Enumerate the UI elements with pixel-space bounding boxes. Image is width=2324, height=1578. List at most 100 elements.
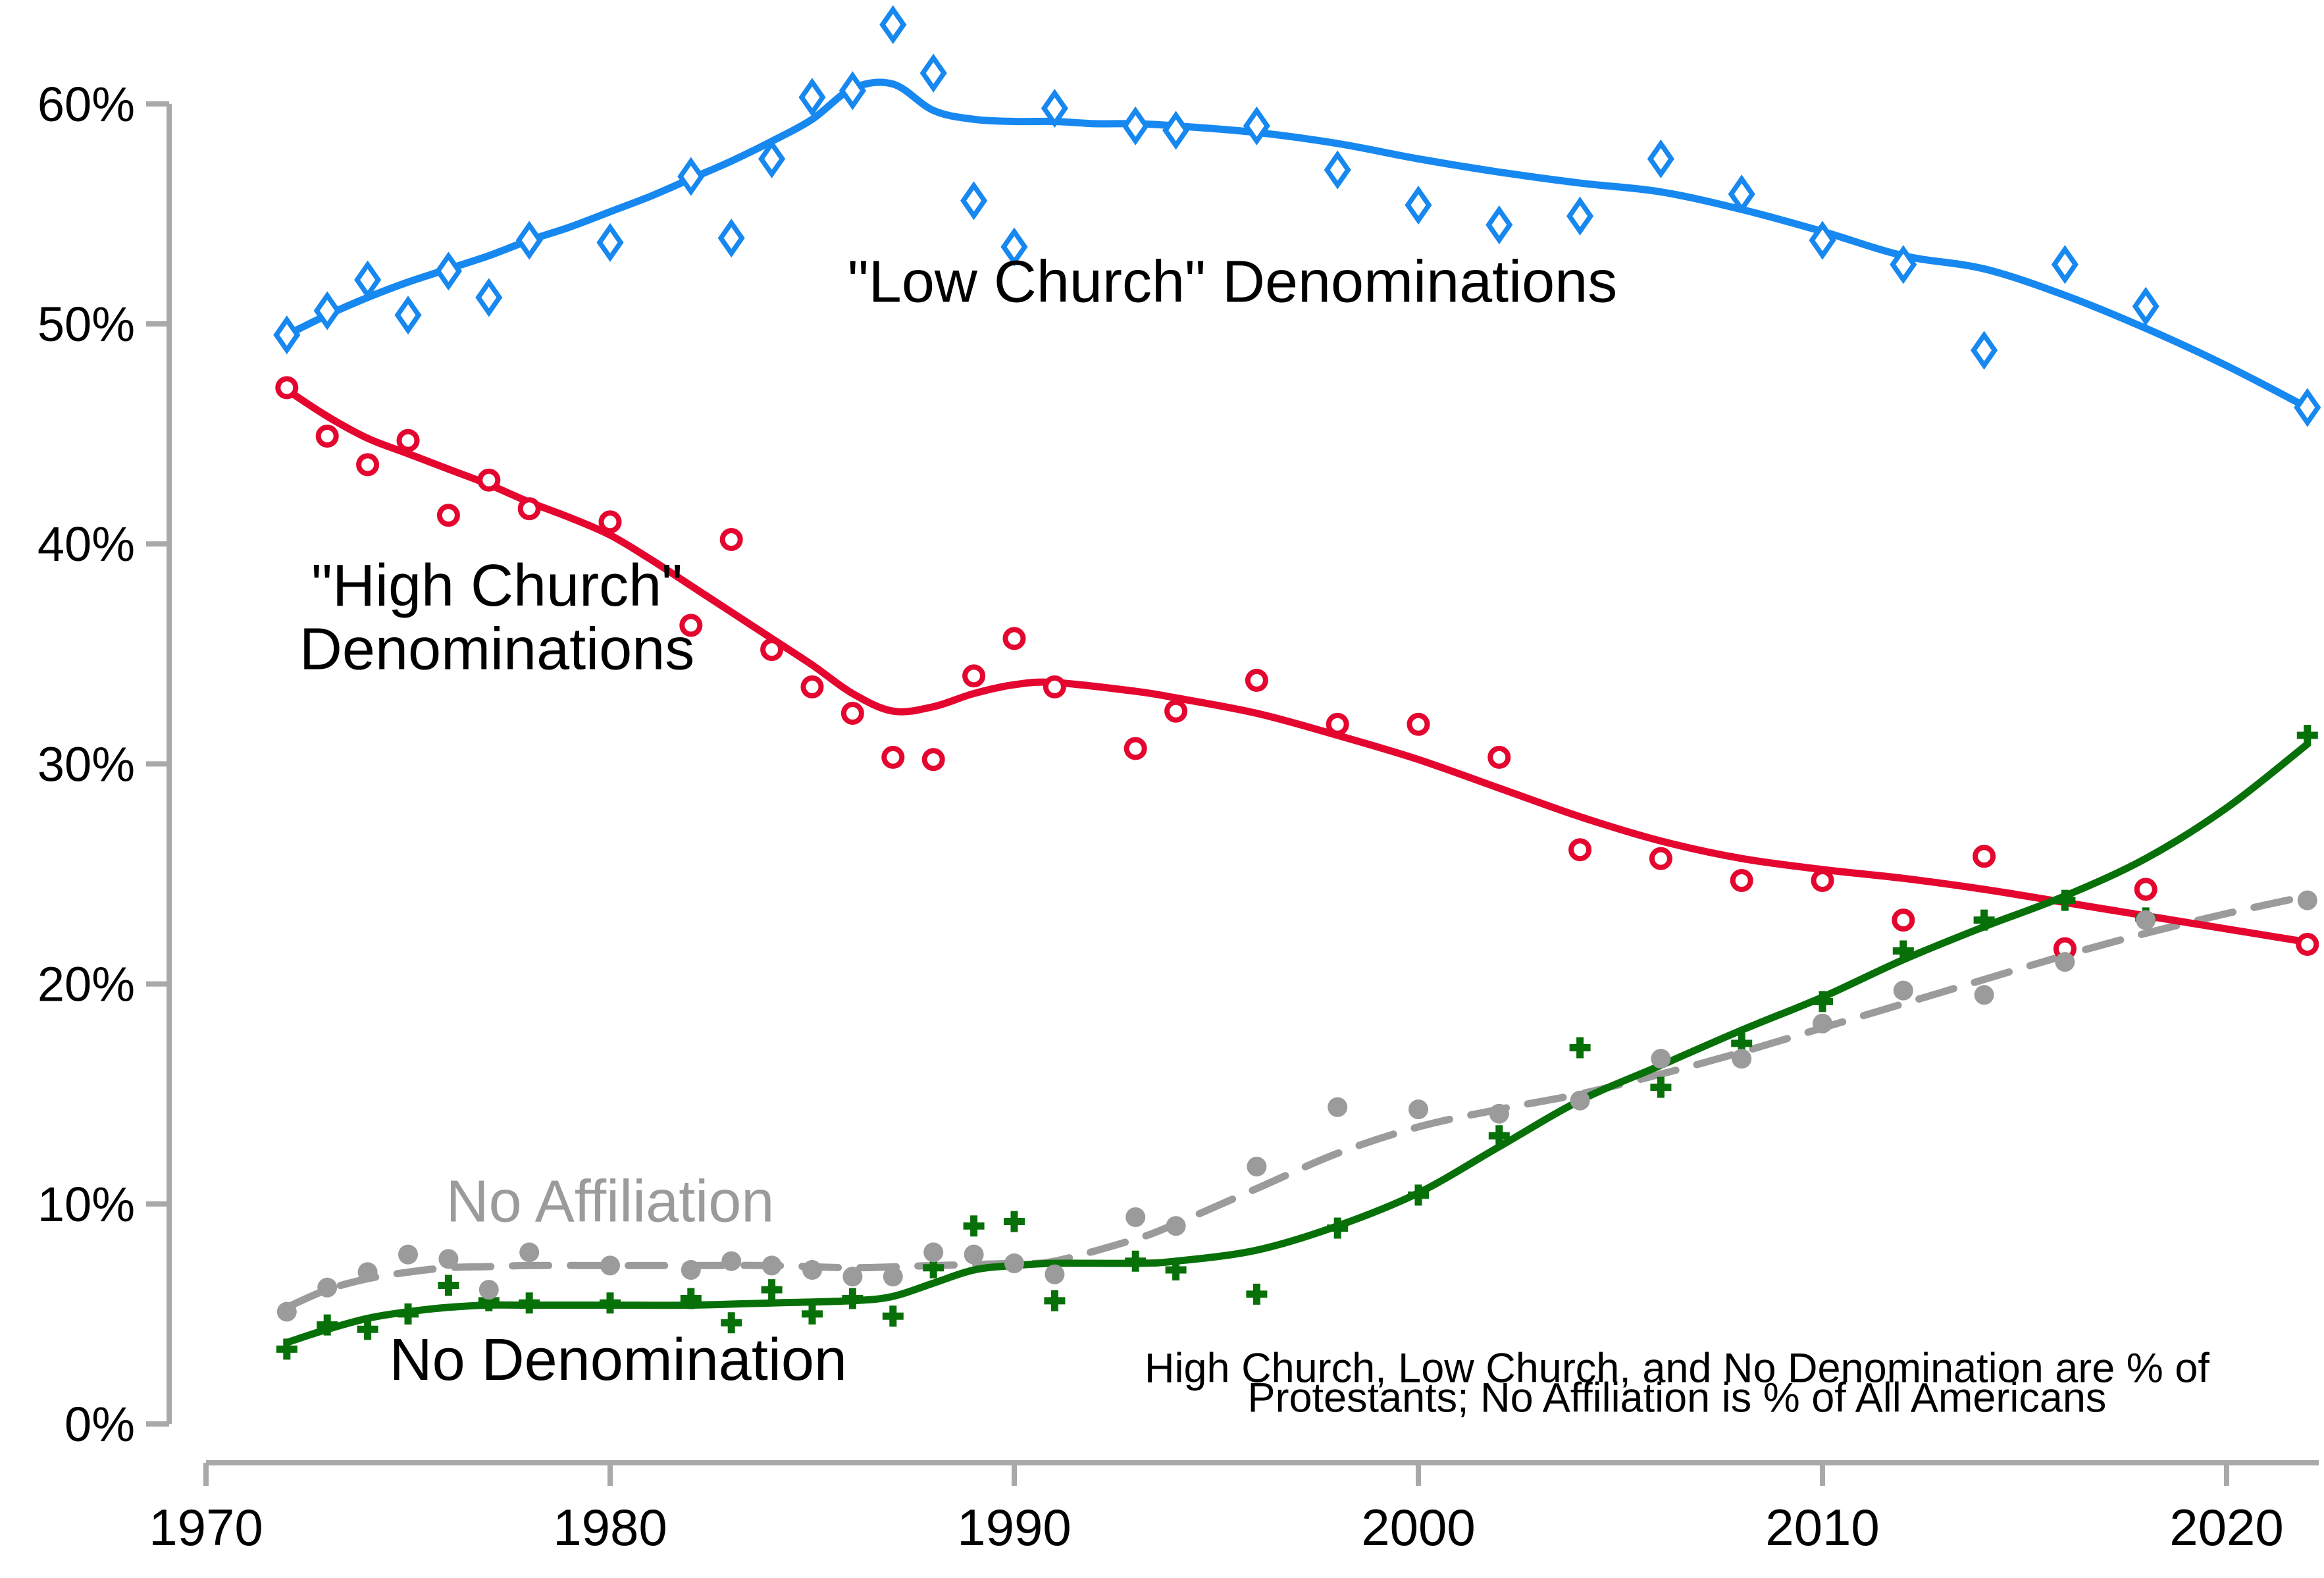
marker-high-church-denominations-2022 (2296, 932, 2319, 956)
marker-no-affiliation-1996 (1247, 1156, 1267, 1176)
marker-low-church-denominations-1974 (354, 260, 382, 300)
marker-low-church-denominations-2008 (1728, 174, 1755, 214)
x-tick-label-2000: 2000 (1361, 1498, 1476, 1556)
marker-no-denomination-1980 (600, 1292, 621, 1314)
marker-no-denomination-1990 (1004, 1211, 1025, 1232)
marker-low-church-denominations-2000 (1405, 185, 1432, 225)
marker-high-church-denominations-1984 (760, 638, 784, 662)
marker-high-church-denominations-1976 (436, 504, 460, 527)
marker-high-church-denominations-1975 (396, 429, 420, 452)
marker-low-church-denominations-2010 (1809, 221, 1836, 260)
y-tick-label-10: 10% (38, 1177, 135, 1232)
marker-high-church-denominations-1990 (1002, 627, 1026, 650)
marker-no-affiliation-1990 (1004, 1253, 1024, 1274)
marker-low-church-denominations-2018 (2132, 286, 2159, 326)
x-tick-label-1980: 1980 (553, 1498, 667, 1556)
marker-low-church-denominations-1988 (919, 53, 947, 93)
marker-no-denomination-1978 (519, 1292, 540, 1314)
marker-no-affiliation-1980 (600, 1255, 620, 1276)
marker-no-affiliation-2014 (1974, 985, 1994, 1005)
marker-high-church-denominations-1982 (679, 614, 703, 637)
marker-no-denomination-1983 (721, 1312, 742, 1334)
marker-low-church-denominations-1978 (515, 221, 543, 260)
marker-high-church-denominations-1991 (1043, 675, 1066, 698)
marker-high-church-denominations-2012 (1892, 908, 1915, 932)
marker-low-church-denominations-2004 (1566, 196, 1594, 236)
marker-no-denomination-2000 (1408, 1184, 1429, 1206)
marker-no-denomination-1986 (842, 1288, 864, 1309)
label-high-church-line2: Denominations (299, 617, 694, 683)
marker-no-denomination-2014 (1973, 909, 1995, 931)
marker-no-denomination-2016 (2054, 889, 2076, 911)
marker-low-church-denominations-1972 (273, 315, 301, 355)
marker-no-affiliation-1974 (357, 1262, 378, 1282)
marker-low-church-denominations-1983 (717, 219, 745, 258)
marker-no-affiliation-1977 (478, 1280, 499, 1300)
marker-low-church-denominations-2022 (2294, 388, 2321, 427)
marker-low-church-denominations-2012 (1890, 245, 1917, 284)
x-tick-label-2010: 2010 (1765, 1498, 1880, 1556)
marker-low-church-denominations-2014 (1971, 330, 1998, 370)
marker-high-church-denominations-1972 (275, 376, 299, 400)
marker-high-church-denominations-1985 (800, 675, 824, 698)
x-tick-label-2020: 2020 (2169, 1498, 2284, 1556)
marker-high-church-denominations-1987 (881, 745, 905, 769)
trend-line-high-church-denominations (283, 386, 2311, 946)
marker-low-church-denominations-1994 (1162, 111, 1190, 150)
marker-high-church-denominations-1983 (719, 528, 743, 552)
y-tick-label-40: 40% (38, 517, 135, 571)
marker-no-denomination-1991 (1044, 1290, 1066, 1311)
marker-no-affiliation-1978 (519, 1242, 540, 1263)
marker-no-denomination-1987 (882, 1305, 904, 1327)
x-tick-label-1990: 1990 (957, 1498, 1072, 1556)
marker-low-church-denominations-1982 (677, 157, 705, 196)
y-tick-label-0: 0% (65, 1397, 135, 1452)
marker-no-affiliation-1988 (923, 1242, 944, 1263)
marker-low-church-denominations-2006 (1647, 139, 1674, 178)
marker-no-affiliation-2016 (2055, 952, 2075, 972)
marker-low-church-denominations-1990 (1000, 227, 1028, 267)
footnote-line2: Protestants; No Affiliation is % of All … (1247, 1375, 2106, 1421)
marker-high-church-denominations-1980 (598, 510, 622, 534)
marker-no-affiliation-1991 (1045, 1264, 1065, 1284)
marker-no-denomination-1996 (1246, 1283, 1268, 1305)
marker-no-affiliation-1989 (964, 1244, 984, 1265)
label-low-church: "Low Church" Denominations (848, 250, 1617, 315)
marker-no-denomination-1982 (680, 1288, 702, 1309)
marker-no-affiliation-2018 (2136, 910, 2156, 930)
marker-no-denomination-1972 (276, 1338, 297, 1360)
marker-no-denomination-1984 (761, 1279, 783, 1301)
y-tick-label-30: 30% (38, 737, 135, 791)
marker-high-church-denominations-2000 (1407, 712, 1430, 736)
marker-no-affiliation-1976 (438, 1249, 459, 1269)
label-high-church-line1: "High Church" (311, 553, 683, 619)
marker-low-church-denominations-1986 (839, 71, 866, 111)
marker-no-denomination-2002 (1488, 1125, 1510, 1147)
y-tick-label-50: 50% (38, 297, 135, 352)
marker-no-affiliation-1975 (398, 1244, 418, 1265)
marker-high-church-denominations-1993 (1123, 737, 1147, 760)
marker-no-affiliation-1973 (317, 1277, 338, 1298)
marker-high-church-denominations-2014 (1973, 845, 1996, 868)
marker-no-denomination-2012 (1892, 940, 1914, 962)
marker-high-church-denominations-1998 (1326, 712, 1349, 736)
marker-high-church-denominations-1986 (840, 702, 864, 725)
marker-no-affiliation-1987 (883, 1267, 903, 1287)
marker-high-church-denominations-1996 (1245, 668, 1268, 692)
marker-high-church-denominations-1978 (517, 497, 541, 521)
marker-high-church-denominations-1989 (962, 664, 986, 688)
marker-no-affiliation-2006 (1651, 1049, 1671, 1069)
marker-no-denomination-1975 (398, 1303, 419, 1325)
marker-no-affiliation-1984 (762, 1255, 782, 1276)
marker-high-church-denominations-2008 (1730, 869, 1753, 893)
marker-low-church-denominations-1993 (1122, 106, 1149, 145)
marker-no-denomination-1993 (1125, 1250, 1147, 1272)
marker-no-affiliation-1998 (1328, 1097, 1348, 1117)
marker-no-denomination-1998 (1327, 1217, 1349, 1239)
marker-no-affiliation-2004 (1570, 1090, 1590, 1111)
marker-no-denomination-2010 (1812, 991, 1833, 1013)
marker-no-affiliation-1983 (721, 1251, 742, 1271)
marker-high-church-denominations-1973 (315, 424, 339, 448)
